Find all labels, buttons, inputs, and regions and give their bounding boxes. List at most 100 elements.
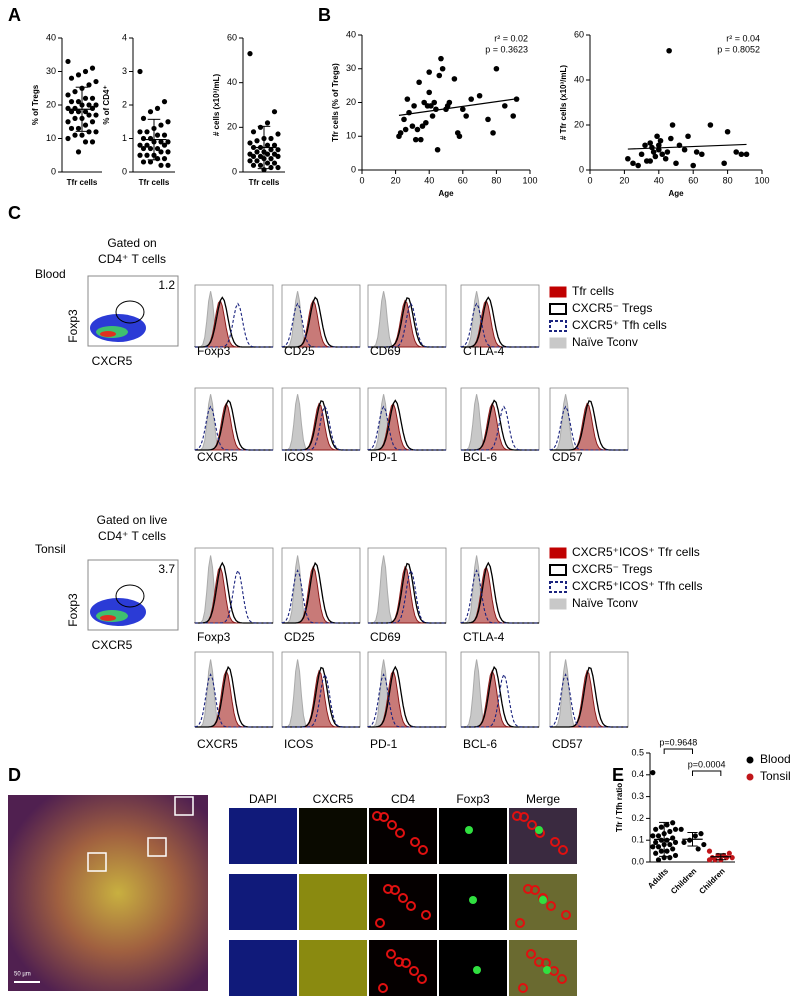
data-point	[264, 151, 271, 157]
data-point	[144, 142, 150, 148]
y-tick-label: 60	[574, 29, 584, 39]
data-point	[257, 124, 264, 130]
annotation: r² = 0.02	[494, 33, 528, 43]
data-point	[65, 105, 71, 111]
data-point	[681, 146, 688, 153]
data-point	[647, 158, 653, 164]
treg-curve	[194, 296, 273, 348]
data-point	[158, 122, 164, 128]
data-point	[165, 149, 171, 155]
data-point	[82, 95, 89, 101]
y-tick-label: 0	[351, 164, 356, 174]
regression-line	[627, 143, 747, 150]
data-point	[653, 826, 659, 832]
y-tick-label: 60	[227, 32, 237, 42]
legend-label: CXCR5⁻ Tregs	[572, 562, 652, 576]
channel-label: Merge	[526, 792, 560, 806]
y-tick-label: 3	[122, 66, 127, 76]
image-speck	[406, 901, 416, 911]
data-point	[144, 152, 150, 158]
data-point	[402, 126, 409, 133]
x-tick-label: 80	[491, 175, 501, 185]
data-point	[655, 857, 662, 863]
data-point	[712, 857, 718, 863]
data-point	[165, 119, 171, 125]
legend-marker	[746, 756, 754, 764]
treg-curve	[550, 400, 628, 451]
data-point	[463, 113, 469, 119]
legend-label: CXCR5⁻ Tregs	[572, 301, 652, 315]
data-point	[86, 129, 92, 135]
image-tile	[299, 808, 367, 864]
y-tick-label: 10	[346, 131, 356, 141]
data-point	[650, 770, 656, 776]
data-point	[268, 147, 274, 153]
y-tick-label: 0.1	[631, 835, 644, 845]
data-point	[436, 72, 443, 79]
data-point	[655, 833, 662, 839]
data-point	[409, 123, 416, 129]
marker-label: CD25	[284, 630, 315, 644]
gate-label: Gated on	[107, 236, 156, 250]
data-point	[247, 51, 253, 57]
data-point	[423, 119, 429, 126]
data-point	[268, 164, 274, 171]
data-point	[144, 129, 150, 135]
data-point	[451, 76, 458, 82]
gate-percent: 3.7	[158, 562, 175, 576]
treg-curve	[195, 399, 273, 451]
x-tick-label: 100	[522, 175, 537, 185]
data-point	[75, 149, 82, 155]
data-point	[68, 75, 75, 81]
data-point	[271, 109, 278, 115]
data-point	[655, 844, 662, 850]
image-speck	[543, 966, 551, 974]
x-tick-label: 20	[391, 175, 401, 185]
data-point	[653, 839, 659, 845]
legend-icon	[549, 337, 567, 349]
y-axis-label: # Tfr cells (x10³/mL)	[559, 65, 568, 140]
dot-plot-cloud	[100, 615, 116, 621]
data-point	[721, 160, 727, 167]
x-tick-label: Children	[697, 866, 726, 895]
x-tick-label: 40	[654, 175, 664, 185]
tissue-label: Tonsil	[35, 542, 66, 556]
y-tick-label: 2	[122, 99, 127, 109]
panel-label: A	[8, 5, 21, 25]
x-tick-label: Tfr cells	[249, 178, 280, 187]
data-point	[669, 122, 676, 128]
data-point	[706, 848, 713, 854]
data-point	[158, 139, 164, 145]
data-point	[165, 162, 171, 168]
annotation: p=0.9648	[659, 737, 697, 747]
image-speck	[561, 910, 571, 920]
y-tick-label: 30	[46, 66, 56, 76]
tfh-curve	[194, 673, 273, 728]
legend-icon	[549, 303, 567, 315]
data-point	[485, 116, 491, 123]
image-speck	[473, 966, 481, 974]
legend-icon	[549, 547, 567, 559]
treg-curve	[460, 296, 539, 348]
x-tick-label: 100	[754, 175, 769, 185]
data-point	[692, 833, 698, 839]
data-point	[165, 139, 171, 145]
image-speck	[378, 983, 388, 993]
tissue-label: Blood	[35, 267, 66, 281]
data-point	[738, 151, 745, 158]
data-point	[86, 102, 92, 108]
data-point	[161, 156, 168, 162]
tfh-curve	[367, 405, 446, 451]
legend-label: Blood	[760, 752, 791, 766]
y-tick-label: 40	[346, 29, 356, 39]
marker-label: Foxp3	[197, 630, 231, 644]
legend-icon	[549, 564, 567, 576]
data-point	[667, 828, 673, 835]
y-tick-label: 20	[46, 99, 56, 109]
x-tick-label: Tfr cells	[67, 178, 98, 187]
data-point	[257, 162, 264, 168]
image-speck	[465, 826, 473, 834]
y-tick-label: 4	[122, 32, 127, 42]
y-tick-label: 0	[579, 164, 584, 174]
x-tick-label: Children	[669, 866, 698, 895]
